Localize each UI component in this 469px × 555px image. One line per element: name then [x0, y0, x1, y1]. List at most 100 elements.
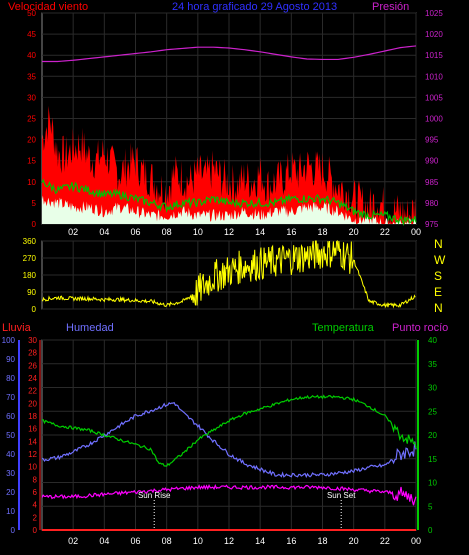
temperature-y-tick-label: 15 — [428, 455, 437, 464]
humidity-y-tick-label: 90 — [6, 355, 15, 364]
rain-y-tick-label: 30 — [28, 336, 37, 345]
pressure-y-tick-label: 1010 — [425, 72, 443, 81]
temperature-title: Temperatura — [312, 322, 375, 334]
pressure-y-tick-label: 995 — [425, 136, 439, 145]
wind-y-tick-label: 50 — [27, 9, 36, 18]
rain-y-tick-label: 28 — [28, 349, 37, 358]
sunset-label: Sun Set — [327, 491, 356, 500]
wind-x-tick-label: 04 — [99, 227, 109, 237]
dewpoint-title: Punto rocío — [392, 322, 448, 334]
temp-x-tick-label: 14 — [255, 536, 265, 546]
humidity-y-tick-label: 100 — [2, 336, 16, 345]
direction-y-tick-label: 180 — [23, 271, 37, 280]
wind-y-tick-label: 35 — [27, 72, 36, 81]
temp-x-tick-label: 12 — [224, 536, 234, 546]
pressure-y-tick-label: 1005 — [425, 93, 443, 102]
rain-y-tick-label: 10 — [28, 463, 37, 472]
humidity-y-tick-label: 60 — [6, 412, 15, 421]
wind-y-tick-label: 0 — [32, 220, 37, 229]
compass-w: W — [434, 253, 446, 267]
pressure-y-tick-label: 975 — [425, 220, 439, 229]
wind-x-tick-label: 22 — [380, 227, 390, 237]
temp-x-tick-label: 10 — [193, 536, 203, 546]
wind-gust-area — [42, 105, 416, 224]
temperature-y-tick-label: 5 — [428, 502, 433, 511]
humidity-y-tick-label: 20 — [6, 488, 15, 497]
humidity-y-tick-label: 0 — [11, 526, 16, 535]
pressure-y-tick-label: 1000 — [425, 115, 443, 124]
temp-x-tick-label: 20 — [349, 536, 359, 546]
rain-y-tick-label: 2 — [33, 513, 38, 522]
humidity-y-tick-label: 40 — [6, 450, 15, 459]
humidity-y-tick-label: 80 — [6, 374, 15, 383]
wind-x-tick-label: 08 — [162, 227, 172, 237]
rain-y-tick-label: 8 — [33, 475, 38, 484]
rain-y-tick-label: 20 — [28, 399, 37, 408]
direction-y-tick-label: 270 — [23, 254, 37, 263]
rain-y-tick-label: 24 — [28, 374, 37, 383]
rain-title: Lluvia — [2, 322, 32, 334]
temp-x-tick-label: 04 — [99, 536, 109, 546]
pressure-y-tick-label: 1015 — [425, 51, 443, 60]
wind-x-tick-label: 10 — [193, 227, 203, 237]
rain-y-tick-label: 14 — [28, 437, 37, 446]
temperature-y-tick-label: 30 — [428, 384, 437, 393]
wind-x-tick-label: 14 — [255, 227, 265, 237]
wind-direction-chart: 0 90 180 270 360 — [23, 237, 417, 314]
temp-x-tick-label: 00 — [411, 536, 421, 546]
wind-x-tick-label: 00 — [411, 227, 421, 237]
sunrise-label: Sun Rise — [138, 491, 171, 500]
temp-x-tick-label: 06 — [130, 536, 140, 546]
wind-x-tick-label: 18 — [317, 227, 327, 237]
humidity-y-tick-label: 30 — [6, 469, 15, 478]
humidity-y-tick-label: 10 — [6, 507, 15, 516]
pressure-title: Presión — [372, 1, 409, 13]
humidity-y-tick-label: 50 — [6, 431, 15, 440]
temperature-line — [41, 394, 417, 467]
temp-x-tick-label: 08 — [162, 536, 172, 546]
temperature-y-tick-label: 0 — [428, 526, 433, 535]
temperature-y-tick-label: 20 — [428, 431, 437, 440]
rain-y-tick-label: 16 — [28, 425, 37, 434]
rain-y-tick-label: 4 — [33, 501, 38, 510]
temp-x-tick-label: 22 — [380, 536, 390, 546]
wind-y-tick-label: 45 — [27, 30, 36, 39]
chart-date-title: 24 hora graficado 29 Agosto 2013 — [172, 1, 337, 13]
dewpoint-line — [41, 483, 417, 506]
wind-x-tick-label: 20 — [349, 227, 359, 237]
temperature-y-tick-label: 10 — [428, 479, 437, 488]
wind-y-tick-label: 5 — [32, 199, 37, 208]
rain-y-tick-label: 0 — [33, 526, 38, 535]
wind-direction-line — [41, 239, 416, 309]
wind-title: Velocidad viento — [8, 1, 88, 13]
wind-y-tick-label: 15 — [27, 157, 36, 166]
wind-x-tick-label: 16 — [286, 227, 296, 237]
temperature-y-tick-label: 25 — [428, 407, 437, 416]
pressure-y-tick-label: 990 — [425, 157, 439, 166]
pressure-y-tick-label: 980 — [425, 199, 439, 208]
temperature-humidity-chart: 0102030405060708090100024681012141618202… — [2, 336, 438, 546]
compass-n-bottom: N — [434, 301, 443, 315]
wind-y-tick-label: 40 — [27, 51, 36, 60]
pressure-y-tick-label: 1025 — [425, 9, 443, 18]
pressure-line — [42, 45, 417, 63]
direction-y-tick-label: 360 — [23, 237, 37, 246]
wind-pressure-chart: 0510152025303540455097598098599099510001… — [27, 9, 443, 237]
humidity-line — [41, 401, 417, 479]
rain-y-tick-label: 26 — [28, 361, 37, 370]
humidity-title: Humedad — [66, 322, 114, 334]
wind-min-area — [42, 195, 416, 224]
direction-y-tick-label: 90 — [27, 288, 36, 297]
wind-x-tick-label: 12 — [224, 227, 234, 237]
compass-n-top: N — [434, 237, 443, 251]
pressure-y-tick-label: 985 — [425, 178, 439, 187]
temperature-y-tick-label: 40 — [428, 336, 437, 345]
pressure-y-tick-label: 1020 — [425, 30, 443, 39]
humidity-y-tick-label: 70 — [6, 393, 15, 402]
rain-y-tick-label: 18 — [28, 412, 37, 421]
wind-x-tick-label: 06 — [130, 227, 140, 237]
temp-x-tick-label: 18 — [317, 536, 327, 546]
wind-y-tick-label: 25 — [27, 115, 36, 124]
rain-y-tick-label: 6 — [33, 488, 38, 497]
